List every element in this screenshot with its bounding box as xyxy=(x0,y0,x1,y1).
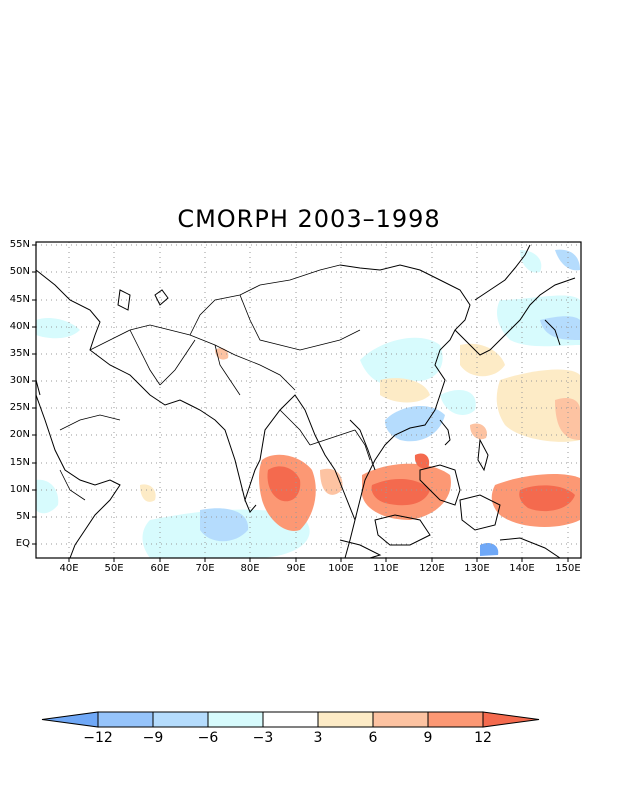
colorbar-label: −3 xyxy=(252,730,274,746)
colorbar-segment xyxy=(41,711,99,728)
lon-label: 50E xyxy=(104,563,124,574)
lat-label: 35N xyxy=(9,348,30,359)
colorbar-segment xyxy=(372,711,429,728)
lat-label: 50N xyxy=(9,266,30,277)
colorbar-segment xyxy=(207,711,264,728)
anomaly-positive-patch xyxy=(555,398,580,440)
anomaly-negative-patch xyxy=(440,390,476,415)
lat-lon-grid xyxy=(36,242,581,558)
lat-label: 20N xyxy=(9,429,30,440)
anomaly-positive-patch xyxy=(470,423,487,440)
lat-label: 30N xyxy=(9,375,30,386)
lon-label: 100E xyxy=(328,563,354,574)
anomaly-negative-patch xyxy=(36,318,80,339)
map-title: CMORPH 2003–1998 xyxy=(177,205,441,233)
lat-label: 40N xyxy=(9,321,30,332)
tick-marks xyxy=(32,244,569,562)
colorbar-label: −6 xyxy=(197,730,219,746)
anomaly-positive-patch xyxy=(371,478,430,506)
anomaly-positive-patch xyxy=(460,343,505,377)
coastlines xyxy=(36,244,576,558)
anomaly-positive-patch xyxy=(267,466,301,502)
anomaly-negative-patch xyxy=(360,337,443,385)
anomaly-positive-patch xyxy=(414,453,430,469)
lon-label: 80E xyxy=(240,563,260,574)
country-borders xyxy=(59,264,371,501)
lon-label: 150E xyxy=(555,563,581,574)
lon-label: 70E xyxy=(195,563,215,574)
lon-label: 40E xyxy=(59,563,79,574)
lat-label: 25N xyxy=(9,402,30,413)
colorbar-segment xyxy=(152,711,209,728)
colorbar-label: 6 xyxy=(368,730,378,746)
colorbar-segment xyxy=(97,711,154,728)
lat-label: 55N xyxy=(9,239,30,250)
colorbar-label: −9 xyxy=(142,730,164,746)
anomaly-positive-patch xyxy=(380,378,430,403)
colorbar-segment xyxy=(482,711,540,728)
lon-label: 90E xyxy=(286,563,306,574)
lon-label: 110E xyxy=(373,563,399,574)
anomaly-negative-patch xyxy=(36,479,59,514)
anomaly-negative-patch xyxy=(520,250,542,273)
lat-label: 15N xyxy=(9,457,30,468)
lon-label: 130E xyxy=(464,563,490,574)
lon-label: 60E xyxy=(150,563,170,574)
anomaly-negative-patch xyxy=(200,508,249,542)
lat-label: EQ xyxy=(15,538,30,549)
lon-label: 140E xyxy=(509,563,535,574)
anomaly-negative-patch xyxy=(480,543,499,556)
anomaly-negative-patch xyxy=(540,316,580,340)
colorbar-segment xyxy=(262,711,319,728)
lat-label: 5N xyxy=(16,511,30,522)
colorbar-segment xyxy=(317,711,374,728)
lat-label: 10N xyxy=(9,484,30,495)
colorbar-label: −12 xyxy=(83,730,113,746)
colorbar-label: 9 xyxy=(423,730,433,746)
anomaly-positive-patch xyxy=(519,485,575,512)
colorbar-label: 3 xyxy=(313,730,323,746)
lat-label: 45N xyxy=(9,294,30,305)
colorbar-label: 12 xyxy=(474,730,492,746)
lon-label: 120E xyxy=(419,563,445,574)
anomaly-shading xyxy=(36,249,580,558)
colorbar-segment xyxy=(427,711,484,728)
map-frame xyxy=(35,241,582,559)
anomaly-positive-patch xyxy=(140,484,156,502)
anomaly-negative-patch xyxy=(555,249,580,271)
